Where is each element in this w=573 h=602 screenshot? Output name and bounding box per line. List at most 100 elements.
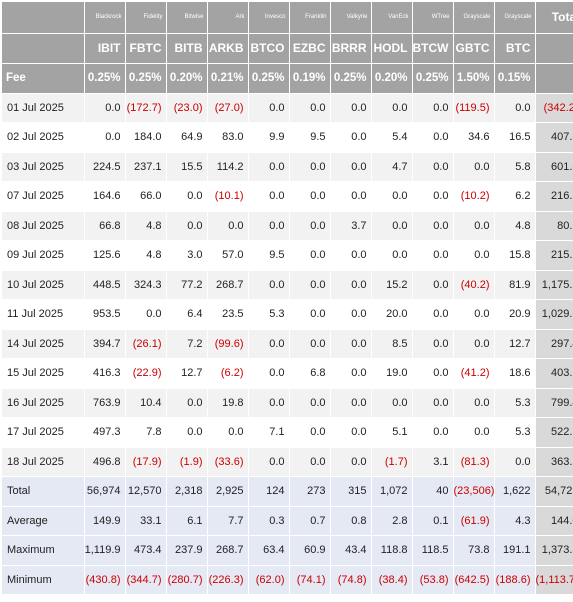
flow-cell: 268.7 xyxy=(207,270,249,300)
summary-value-cell: 6.1 xyxy=(166,506,208,536)
summary-value-cell: 1,119.9 xyxy=(84,535,126,566)
flow-cell: 77.2 xyxy=(166,270,208,300)
table-row: 08 Jul 2025 66.8 4.8 0.0 0.0 0.0 0.0 3.7 0.0 0.0 0… xyxy=(2,211,573,241)
row-total-cell: 80.1 xyxy=(535,211,573,241)
flow-cell: (23.0) xyxy=(166,93,208,123)
flow-cell: 15.5 xyxy=(166,152,208,182)
date-cell: 07 Jul 2025 xyxy=(2,181,85,212)
flow-cell: 184.0 xyxy=(125,122,167,153)
flow-cell: 5.3 xyxy=(248,299,290,330)
flow-cell: (10.2) xyxy=(453,181,495,212)
summary-value-cell: 56,974 xyxy=(84,476,126,507)
flow-cell: 5.3 xyxy=(494,388,536,418)
summary-value-cell: 63.4 xyxy=(248,535,290,566)
flow-cell: 0.0 xyxy=(248,388,290,418)
flow-cell: (10.1) xyxy=(207,181,249,212)
flow-cell: 0.0 xyxy=(330,122,372,153)
summary-value-cell: (642.5) xyxy=(453,565,495,595)
daily-flows-body: 01 Jul 2025 0.0 (172.7) (23.0) (27.0) 0.0 0.0 0… xyxy=(2,93,573,477)
total-column-header: Total xyxy=(535,2,573,34)
table-header: Blackrock Fidelity Bitwise Ark Invesco F… xyxy=(2,2,573,94)
table-row: 11 Jul 2025 953.5 0.0 6.4 23.5 5.3 0.0 0.0 20.0 0… xyxy=(2,299,573,330)
flow-cell: 66.8 xyxy=(84,211,126,241)
summary-total-cell: 1,373.8 xyxy=(535,535,573,566)
ticker-label: BITB xyxy=(166,33,208,64)
issuer-name: Franklin xyxy=(289,2,331,34)
flow-cell: 0.0 xyxy=(84,93,126,123)
flow-cell: 0.0 xyxy=(166,417,208,448)
fee-value: 1.50% xyxy=(453,63,495,94)
table-row: 01 Jul 2025 0.0 (172.7) (23.0) (27.0) 0.0 0.0 0… xyxy=(2,93,573,123)
header-blank-cell xyxy=(535,63,573,94)
summary-value-cell: (38.4) xyxy=(371,565,413,595)
summary-value-cell: 60.9 xyxy=(289,535,331,566)
flow-cell: 0.0 xyxy=(412,152,454,182)
flow-cell: 0.0 xyxy=(330,388,372,418)
flow-cell: 15.2 xyxy=(371,270,413,300)
ticker-label: IBIT xyxy=(84,33,126,64)
flow-cell: 125.6 xyxy=(84,240,126,271)
summary-value-cell: 4.3 xyxy=(494,506,536,536)
flow-cell: 0.0 xyxy=(453,240,495,271)
flow-cell: (99.6) xyxy=(207,329,249,359)
flow-cell: 0.0 xyxy=(412,388,454,418)
table-row: 18 Jul 2025 496.8 (17.9) (1.9) (33.6) 0.0 0.0 0… xyxy=(2,447,573,477)
summary-row: Average 149.9 33.1 6.1 7.7 0.3 0.7 0.8 2.8 0.1 (61… xyxy=(2,506,573,536)
flow-cell: 6.4 xyxy=(166,299,208,330)
flow-cell: 0.0 xyxy=(330,270,372,300)
date-cell: 08 Jul 2025 xyxy=(2,211,85,241)
row-total-cell: 522.6 xyxy=(535,417,573,448)
flow-cell: 0.0 xyxy=(371,388,413,418)
summary-value-cell: 118.5 xyxy=(412,535,454,566)
flow-cell: (22.9) xyxy=(125,358,167,389)
flow-cell: 66.0 xyxy=(125,181,167,212)
flow-cell: (33.6) xyxy=(207,447,249,477)
flow-cell: 0.0 xyxy=(371,211,413,241)
flow-cell: (17.9) xyxy=(125,447,167,477)
flow-cell: 0.0 xyxy=(330,240,372,271)
flow-cell: 953.5 xyxy=(84,299,126,330)
table-row: 02 Jul 2025 0.0 184.0 64.9 83.0 9.9 9.5 0.0 5.4 0… xyxy=(2,122,573,153)
flow-cell: 0.0 xyxy=(248,93,290,123)
date-cell: 11 Jul 2025 xyxy=(2,299,85,330)
flow-cell: 0.0 xyxy=(330,299,372,330)
issuer-header-row: Blackrock Fidelity Bitwise Ark Invesco F… xyxy=(2,2,573,34)
flow-cell: 0.0 xyxy=(330,181,372,212)
flow-cell: 0.0 xyxy=(248,181,290,212)
table-row: 14 Jul 2025 394.7 (26.1) 7.2 (99.6) 0.0 0.0 0.0… xyxy=(2,329,573,359)
flow-cell: 5.4 xyxy=(371,122,413,153)
flow-cell: 497.3 xyxy=(84,417,126,448)
summary-value-cell: 2.8 xyxy=(371,506,413,536)
summary-label-cell: Minimum xyxy=(2,565,85,595)
issuer-name: Ark xyxy=(207,2,249,34)
table-row: 10 Jul 2025 448.5 324.3 77.2 268.7 0.0 0.0 0.0 1… xyxy=(2,270,573,300)
flow-cell: 0.0 xyxy=(494,93,536,123)
flow-cell: 3.0 xyxy=(166,240,208,271)
table-row: 09 Jul 2025 125.6 4.8 3.0 57.0 9.5 0.0 0.0 0.0 0.… xyxy=(2,240,573,271)
issuer-name: Grayscale xyxy=(494,2,536,34)
summary-value-cell: 191.1 xyxy=(494,535,536,566)
summary-value-cell: 273 xyxy=(289,476,331,507)
flow-cell: 19.0 xyxy=(371,358,413,389)
flow-cell: 0.0 xyxy=(412,93,454,123)
summary-value-cell: 2,925 xyxy=(207,476,249,507)
flow-cell: 34.6 xyxy=(453,122,495,153)
flow-cell: 16.5 xyxy=(494,122,536,153)
issuer-name: VanEck xyxy=(371,2,413,34)
issuer-name: Blackrock xyxy=(84,2,126,34)
header-blank-cell xyxy=(2,33,85,64)
flow-cell: 0.0 xyxy=(289,93,331,123)
summary-value-cell: 124 xyxy=(248,476,290,507)
flow-cell: 83.0 xyxy=(207,122,249,153)
row-total-cell: 297.4 xyxy=(535,329,573,359)
flow-cell: 763.9 xyxy=(84,388,126,418)
summary-value-cell: (226.3) xyxy=(207,565,249,595)
issuer-name: Grayscale xyxy=(453,2,495,34)
fee-header-row: Fee 0.25% 0.25% 0.20% 0.21% 0.25% 0.19% … xyxy=(2,63,573,94)
row-total-cell: 407.8 xyxy=(535,122,573,153)
flow-cell: (1.9) xyxy=(166,447,208,477)
flow-cell: 0.0 xyxy=(207,211,249,241)
issuer-name: Bitwise xyxy=(166,2,208,34)
flow-cell: 57.0 xyxy=(207,240,249,271)
